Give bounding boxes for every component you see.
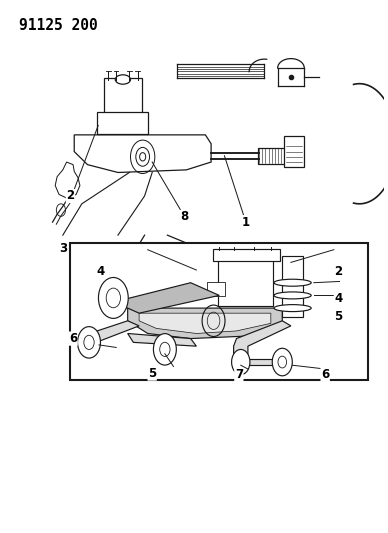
FancyBboxPatch shape	[282, 256, 303, 317]
Text: 6: 6	[321, 368, 329, 381]
Circle shape	[78, 327, 100, 358]
Text: 7: 7	[235, 368, 243, 381]
Polygon shape	[139, 313, 271, 334]
Circle shape	[278, 356, 287, 368]
Ellipse shape	[274, 292, 311, 299]
Ellipse shape	[274, 304, 311, 312]
FancyBboxPatch shape	[218, 254, 274, 306]
Circle shape	[84, 335, 94, 350]
Polygon shape	[128, 308, 282, 338]
Text: 6: 6	[69, 332, 77, 345]
Circle shape	[153, 334, 176, 365]
Circle shape	[106, 288, 121, 308]
Circle shape	[160, 342, 170, 357]
Polygon shape	[234, 359, 282, 365]
FancyBboxPatch shape	[208, 282, 225, 296]
Text: 4: 4	[97, 265, 105, 278]
Text: 1: 1	[241, 216, 249, 229]
FancyBboxPatch shape	[213, 249, 280, 261]
Polygon shape	[128, 334, 196, 346]
Text: 2: 2	[334, 265, 343, 278]
Circle shape	[99, 278, 128, 318]
FancyBboxPatch shape	[104, 78, 142, 117]
Ellipse shape	[274, 279, 311, 286]
Circle shape	[272, 348, 292, 376]
Circle shape	[232, 350, 250, 375]
Text: 8: 8	[180, 211, 189, 223]
Text: 4: 4	[334, 293, 343, 305]
Text: 5: 5	[148, 367, 156, 380]
Polygon shape	[105, 282, 219, 313]
Bar	[71, 243, 368, 381]
FancyBboxPatch shape	[284, 136, 304, 167]
Text: 3: 3	[59, 242, 67, 255]
Text: 91125 200: 91125 200	[19, 19, 98, 34]
FancyBboxPatch shape	[258, 148, 286, 164]
Ellipse shape	[115, 75, 130, 84]
Text: 2: 2	[66, 190, 74, 203]
Text: 5: 5	[334, 310, 343, 323]
Polygon shape	[234, 321, 291, 359]
Polygon shape	[82, 321, 139, 342]
FancyBboxPatch shape	[97, 112, 148, 134]
